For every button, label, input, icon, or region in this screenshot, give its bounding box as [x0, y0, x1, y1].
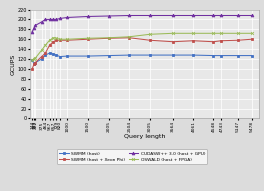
OSWALD (host + FPGA) — [44, 44, 47, 46]
SWMM (host) — [58, 55, 62, 58]
SWMM (host) — [44, 54, 47, 56]
CUDASW++ 3.0 (host + GPU) — [31, 31, 34, 33]
SWMM (host) — [250, 54, 253, 57]
CUDASW++ 3.0 (host + GPU) — [237, 14, 240, 17]
CUDASW++ 3.0 (host + GPU) — [148, 14, 152, 17]
OSWALD (host + FPGA) — [148, 33, 152, 36]
CUDASW++ 3.0 (host + GPU) — [66, 16, 69, 19]
SWMM (host + Xeon Phi) — [44, 52, 47, 54]
SWMM (host + Xeon Phi) — [250, 38, 253, 40]
CUDASW++ 3.0 (host + GPU) — [128, 14, 131, 17]
SWMM (host) — [148, 54, 152, 56]
SWMM (host) — [237, 54, 240, 57]
OSWALD (host + FPGA) — [237, 32, 240, 34]
SWMM (host) — [31, 59, 34, 61]
SWMM (host) — [220, 54, 223, 57]
SWMM (host + Xeon Phi) — [148, 39, 152, 41]
OSWALD (host + FPGA) — [58, 38, 62, 40]
SWMM (host) — [171, 54, 175, 56]
SWMM (host + Xeon Phi) — [128, 37, 131, 39]
CUDASW++ 3.0 (host + GPU) — [44, 18, 47, 21]
OSWALD (host + FPGA) — [32, 58, 36, 60]
Legend: SWMM (host), SWMM (host + Xeon Phi), CUDASW++ 3.0 (host + GPU), OSWALD (host + F: SWMM (host), SWMM (host + Xeon Phi), CUD… — [57, 149, 207, 164]
CUDASW++ 3.0 (host + GPU) — [55, 18, 58, 21]
OSWALD (host + FPGA) — [52, 37, 55, 39]
X-axis label: Query length: Query length — [124, 134, 165, 139]
CUDASW++ 3.0 (host + GPU) — [40, 21, 43, 23]
SWMM (host + Xeon Phi) — [31, 68, 34, 70]
SWMM (host) — [107, 54, 110, 57]
SWMM (host) — [34, 61, 37, 64]
SWMM (host + Xeon Phi) — [86, 38, 89, 40]
SWMM (host + Xeon Phi) — [58, 39, 62, 41]
SWMM (host + Xeon Phi) — [52, 40, 55, 43]
Line: SWMM (host + Xeon Phi): SWMM (host + Xeon Phi) — [31, 36, 253, 70]
SWMM (host) — [55, 54, 58, 56]
OSWALD (host + FPGA) — [250, 32, 253, 34]
OSWALD (host + FPGA) — [48, 39, 51, 41]
CUDASW++ 3.0 (host + GPU) — [192, 14, 195, 17]
SWMM (host) — [86, 55, 89, 57]
SWMM (host + Xeon Phi) — [171, 40, 175, 43]
CUDASW++ 3.0 (host + GPU) — [48, 18, 51, 21]
CUDASW++ 3.0 (host + GPU) — [86, 15, 89, 18]
Line: OSWALD (host + FPGA): OSWALD (host + FPGA) — [31, 32, 253, 62]
SWMM (host + Xeon Phi) — [220, 40, 223, 42]
CUDASW++ 3.0 (host + GPU) — [32, 27, 36, 29]
SWMM (host) — [40, 58, 43, 60]
SWMM (host + Xeon Phi) — [212, 40, 215, 43]
SWMM (host) — [66, 55, 69, 57]
OSWALD (host + FPGA) — [31, 59, 34, 61]
SWMM (host) — [128, 54, 131, 56]
OSWALD (host + FPGA) — [86, 37, 89, 39]
SWMM (host + Xeon Phi) — [40, 55, 43, 58]
SWMM (host + Xeon Phi) — [32, 63, 36, 65]
SWMM (host) — [48, 52, 51, 54]
SWMM (host + Xeon Phi) — [192, 40, 195, 42]
SWMM (host) — [52, 53, 55, 55]
OSWALD (host + FPGA) — [107, 37, 110, 39]
SWMM (host + Xeon Phi) — [55, 39, 58, 41]
OSWALD (host + FPGA) — [220, 32, 223, 34]
SWMM (host + Xeon Phi) — [34, 61, 37, 64]
OSWALD (host + FPGA) — [40, 49, 43, 51]
Y-axis label: GCUPS: GCUPS — [11, 53, 16, 75]
OSWALD (host + FPGA) — [128, 36, 131, 38]
CUDASW++ 3.0 (host + GPU) — [52, 18, 55, 21]
Line: SWMM (host): SWMM (host) — [31, 52, 253, 65]
OSWALD (host + FPGA) — [55, 37, 58, 39]
CUDASW++ 3.0 (host + GPU) — [171, 14, 175, 17]
OSWALD (host + FPGA) — [66, 38, 69, 40]
Line: CUDASW++ 3.0 (host + GPU): CUDASW++ 3.0 (host + GPU) — [31, 14, 253, 33]
SWMM (host) — [212, 54, 215, 57]
SWMM (host) — [192, 54, 195, 56]
SWMM (host + Xeon Phi) — [107, 37, 110, 39]
CUDASW++ 3.0 (host + GPU) — [107, 15, 110, 17]
OSWALD (host + FPGA) — [192, 32, 195, 34]
CUDASW++ 3.0 (host + GPU) — [212, 14, 215, 17]
OSWALD (host + FPGA) — [212, 32, 215, 34]
CUDASW++ 3.0 (host + GPU) — [250, 14, 253, 17]
CUDASW++ 3.0 (host + GPU) — [34, 24, 37, 27]
SWMM (host) — [32, 63, 36, 65]
SWMM (host + Xeon Phi) — [48, 44, 51, 46]
OSWALD (host + FPGA) — [171, 32, 175, 34]
SWMM (host + Xeon Phi) — [66, 39, 69, 41]
CUDASW++ 3.0 (host + GPU) — [58, 17, 62, 20]
SWMM (host + Xeon Phi) — [237, 39, 240, 41]
CUDASW++ 3.0 (host + GPU) — [220, 14, 223, 17]
OSWALD (host + FPGA) — [34, 57, 37, 59]
